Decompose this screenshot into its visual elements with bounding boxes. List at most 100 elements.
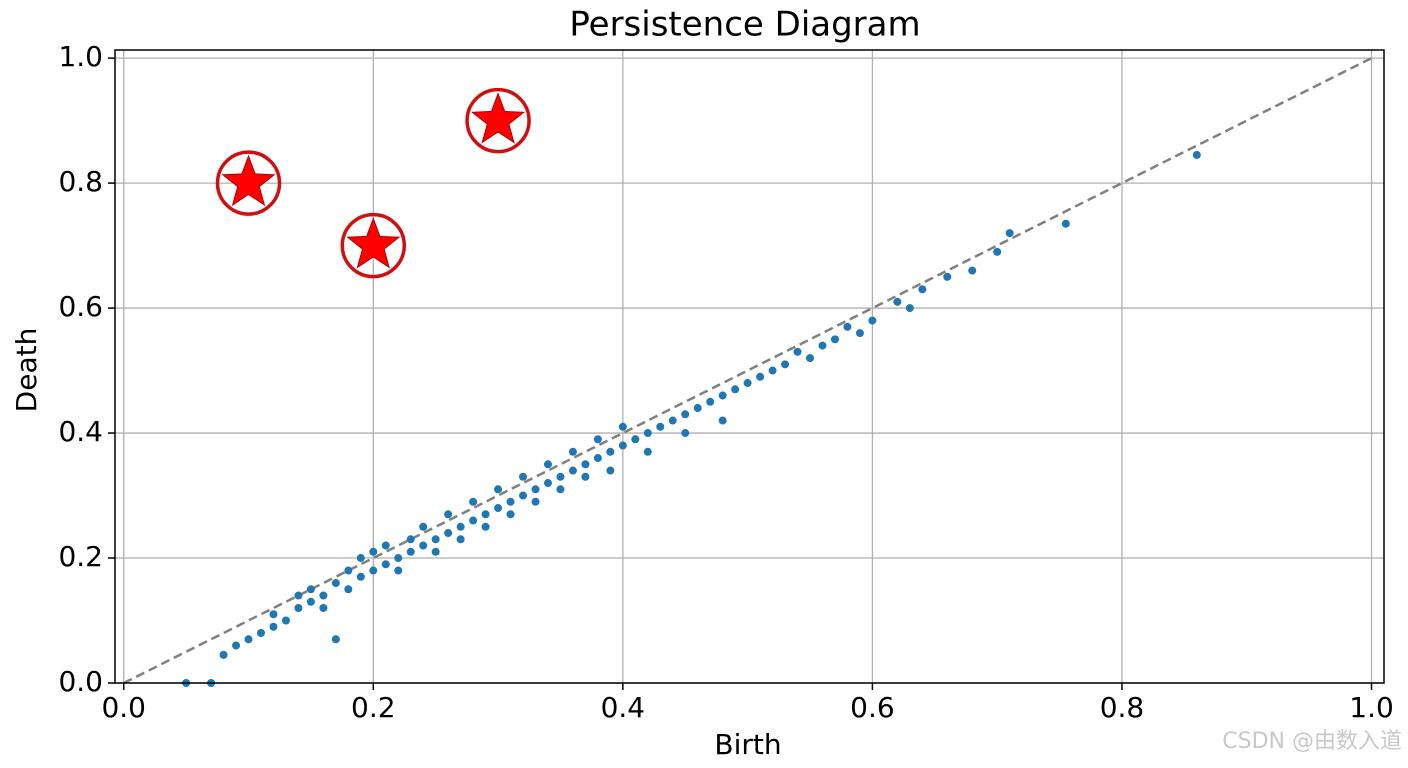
point	[693, 404, 702, 413]
point	[606, 447, 615, 456]
point	[830, 335, 839, 344]
point	[681, 410, 690, 419]
point	[269, 622, 278, 631]
point	[456, 522, 465, 531]
x-tick-label: 0.2	[351, 691, 396, 724]
x-tick-label: 0.4	[601, 691, 646, 724]
point	[394, 566, 403, 575]
point	[843, 322, 852, 331]
point	[381, 560, 390, 569]
point	[356, 572, 365, 581]
point	[419, 522, 428, 531]
star-point	[346, 217, 401, 269]
point	[219, 650, 228, 659]
point	[381, 541, 390, 550]
y-tick-label: 0.0	[58, 665, 103, 698]
point	[244, 635, 253, 644]
point	[731, 385, 740, 394]
point	[806, 354, 815, 363]
point	[1061, 219, 1070, 228]
point	[568, 447, 577, 456]
point	[494, 504, 503, 513]
point	[918, 285, 927, 294]
point	[481, 522, 490, 531]
point	[643, 447, 652, 456]
x-axis-label: Birth	[714, 728, 781, 761]
point	[756, 372, 765, 381]
plot-frame	[114, 49, 1385, 684]
y-tick-label: 0.2	[58, 540, 103, 573]
point	[656, 422, 665, 431]
point	[469, 516, 478, 525]
point	[631, 435, 640, 444]
point	[306, 597, 315, 606]
point	[905, 304, 914, 313]
point	[444, 510, 453, 519]
point	[968, 266, 977, 275]
point	[606, 466, 615, 475]
star-ring	[340, 212, 407, 279]
point	[331, 579, 340, 588]
point	[431, 547, 440, 556]
point	[331, 635, 340, 644]
point	[643, 429, 652, 438]
chart-title: Persistence Diagram	[569, 5, 920, 45]
point	[993, 247, 1002, 256]
point	[506, 497, 515, 506]
point	[281, 616, 290, 625]
point	[394, 554, 403, 563]
point	[543, 479, 552, 488]
watermark: CSDN @由数入道	[1222, 729, 1402, 754]
point	[681, 429, 690, 438]
point	[506, 510, 515, 519]
point	[1192, 150, 1201, 159]
point	[419, 541, 428, 550]
point	[519, 491, 528, 500]
point	[531, 497, 540, 506]
diagonal-line	[123, 57, 1373, 685]
point	[556, 485, 565, 494]
point	[406, 535, 415, 544]
point	[793, 347, 802, 356]
point	[568, 466, 577, 475]
point	[444, 529, 453, 538]
point	[356, 554, 365, 563]
point	[369, 547, 378, 556]
point	[543, 460, 552, 469]
point	[294, 591, 303, 600]
point	[531, 485, 540, 494]
x-tick-label: 0.0	[101, 691, 146, 724]
point	[406, 547, 415, 556]
point	[431, 535, 440, 544]
point	[718, 391, 727, 400]
point	[344, 566, 353, 575]
point	[1005, 229, 1014, 238]
point	[618, 441, 627, 450]
point	[868, 316, 877, 325]
point	[593, 435, 602, 444]
point	[481, 510, 490, 519]
y-tick-label: 0.6	[58, 290, 103, 323]
x-tick-label: 1.0	[1349, 691, 1394, 724]
point	[269, 610, 278, 619]
star-ring	[215, 150, 282, 216]
point	[232, 641, 241, 650]
point	[718, 416, 727, 425]
point	[256, 629, 265, 638]
star-point	[221, 154, 276, 207]
point	[593, 454, 602, 463]
point	[893, 297, 902, 306]
x-tick-label: 0.8	[1100, 691, 1145, 724]
point	[556, 472, 565, 481]
x-tick-label: 0.6	[850, 691, 895, 724]
point	[855, 329, 864, 338]
point	[706, 397, 715, 406]
y-tick-label: 0.4	[58, 415, 103, 448]
point	[581, 472, 590, 481]
point	[319, 591, 328, 600]
point	[668, 416, 677, 425]
point	[469, 497, 478, 506]
y-axis-label: Death	[10, 328, 43, 413]
point	[456, 535, 465, 544]
star-point	[471, 92, 526, 144]
